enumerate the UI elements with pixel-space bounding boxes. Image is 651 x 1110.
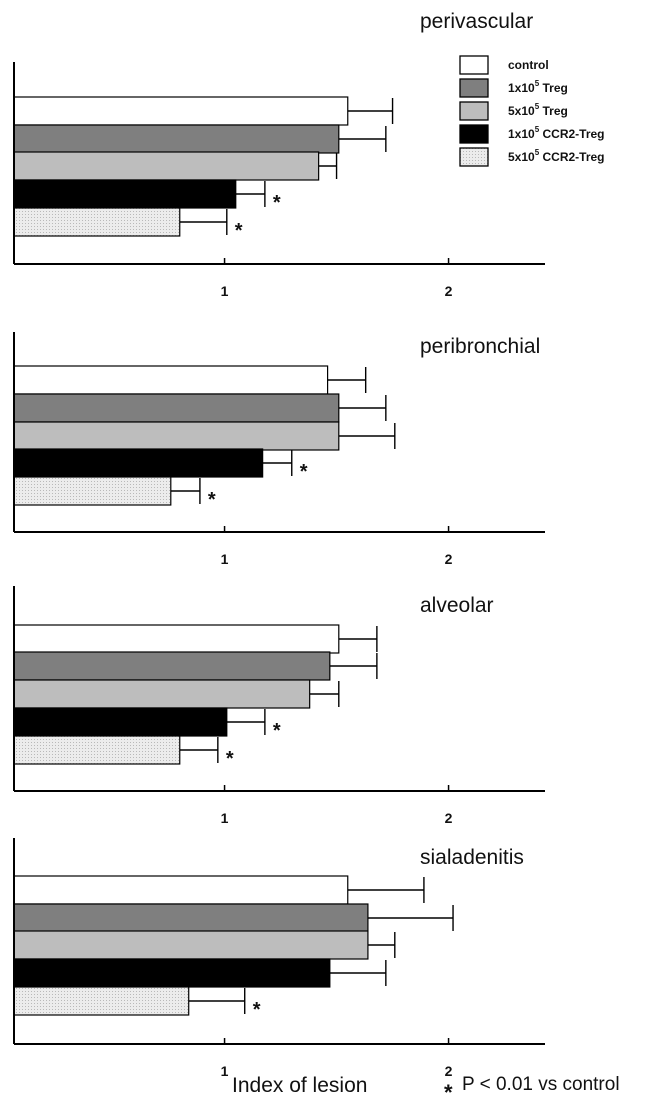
bar [13,151,320,181]
legend-label: 5x105 Treg [508,102,568,118]
footnote-symbol: * [444,1080,453,1105]
legend-label: 1x105 CCR2-Treg [508,125,605,141]
bar [13,679,311,709]
panel-title: alveolar [420,594,494,617]
x-tick-label: 1 [221,810,229,826]
legend-label: 5x105 CCR2-Treg [508,148,605,164]
legend-label-suffix: CCR2-Treg [539,127,604,141]
bar [13,986,190,1016]
legend-label-base: 1x10 [508,127,535,141]
bar [13,365,329,395]
bar [13,875,349,905]
bar [13,393,340,423]
bar [13,651,331,681]
x-tick-label: 2 [445,810,453,826]
bar [13,930,369,960]
significance-marker: * [235,220,243,242]
legend-label-suffix: Treg [539,81,568,95]
x-tick-label: 2 [445,1063,453,1079]
legend-swatch [459,124,489,144]
legend-label-base: 5x10 [508,150,535,164]
bar [13,624,340,654]
x-tick-label: 1 [221,283,229,299]
significance-marker: * [273,192,281,214]
legend-label-suffix: Treg [539,104,568,118]
x-tick-label: 1 [221,551,229,567]
bar [13,958,331,988]
bar [13,707,228,737]
legend-label: 1x105 Treg [508,79,568,95]
legend-swatch [459,78,489,98]
bar [13,207,181,237]
bar [13,124,340,154]
legend-label-base: 1x10 [508,81,535,95]
panel-title: peribronchial [420,335,540,358]
panel-title: sialadenitis [420,846,524,869]
legend-swatch [459,55,489,75]
x-axis-label: Index of lesion [232,1074,367,1097]
x-tick-label: 2 [445,283,453,299]
bar [13,179,237,209]
significance-marker: * [300,461,308,483]
bar [13,96,349,126]
legend-label-base: control [508,58,549,72]
significance-marker: * [208,489,216,511]
bar [13,421,340,451]
bar [13,476,172,506]
legend-label-sup: 5 [535,148,540,157]
bar [13,448,264,478]
legend-label-sup: 5 [535,79,540,88]
bar [13,903,369,933]
panel-title: perivascular [420,10,533,33]
significance-marker: * [253,999,261,1021]
legend-label-suffix: CCR2-Treg [539,150,604,164]
significance-marker: * [226,748,234,770]
significance-marker: * [273,720,281,742]
legend-label-base: 5x10 [508,104,535,118]
x-tick-label: 2 [445,551,453,567]
legend-label-sup: 5 [535,102,540,111]
x-tick-label: 1 [221,1063,229,1079]
legend-label-sup: 5 [535,125,540,134]
footnote-text: P < 0.01 vs control [462,1074,620,1095]
legend-label: control [508,58,549,72]
legend-swatch [459,101,489,121]
bar [13,735,181,765]
legend-swatch [459,147,489,167]
